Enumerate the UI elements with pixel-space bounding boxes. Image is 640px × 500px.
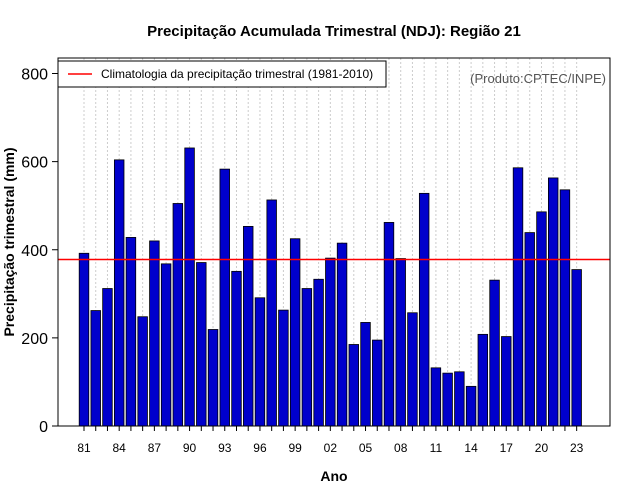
bar-08 [395, 258, 406, 427]
x-tick-label-14: 14 [464, 441, 478, 455]
bar-13 [454, 371, 465, 427]
x-tick-label-81: 81 [77, 441, 91, 455]
bar-88 [160, 263, 172, 427]
x-tick-label-99: 99 [288, 441, 302, 455]
y-tick-label-600: 600 [21, 155, 48, 172]
legend-label-climatology: Climatologia da precipitação trimestral … [101, 67, 373, 81]
x-axis: 81 84 87 90 93 96 99 02 05 08 11 14 17 20 23 [77, 426, 584, 455]
bar-92 [207, 329, 219, 427]
bar-11 [430, 367, 442, 427]
x-tick-label-05: 05 [359, 441, 373, 455]
x-tick-label-84: 84 [113, 441, 127, 455]
source-credit: (Produto:CPTEC/INPE) [470, 71, 606, 86]
bar-93 [219, 168, 230, 427]
legend-box [57, 60, 387, 88]
chart-title: Precipitação Acumulada Trimestral (NDJ):… [147, 23, 521, 40]
bar-22 [559, 189, 571, 427]
legend: Climatologia da precipitação trimestral … [57, 60, 387, 88]
x-tick-label-93: 93 [218, 441, 232, 455]
bar-90 [184, 147, 195, 427]
bar-06 [372, 339, 383, 427]
bar-23 [571, 269, 582, 427]
y-axis-title: Precipitação trimestral (mm) [1, 147, 17, 336]
y-tick-label-200: 200 [21, 331, 48, 348]
bar-83 [102, 288, 113, 427]
bar-91 [196, 262, 207, 427]
bar-00 [301, 288, 313, 427]
bar-89 [172, 203, 184, 427]
bar-98 [278, 309, 289, 427]
bar-20 [536, 211, 547, 427]
bar-15 [477, 333, 489, 427]
y-tick-label-0: 0 [39, 419, 48, 436]
bar-04 [348, 344, 359, 427]
x-tick-label-11: 11 [430, 441, 443, 455]
plot-frame [57, 57, 611, 427]
bar-97 [266, 199, 277, 427]
bar-82 [90, 310, 101, 427]
y-axis: 0 200 400 600 800 [21, 67, 58, 436]
bar-96 [254, 297, 266, 427]
y-tick-label-800: 800 [21, 67, 48, 84]
y-tick-label-400: 400 [21, 243, 48, 260]
x-tick-label-23: 23 [570, 441, 584, 455]
x-tick-label-87: 87 [148, 441, 162, 455]
bar-12 [442, 372, 453, 427]
bars [78, 147, 582, 427]
bar-81 [78, 252, 90, 427]
bar-14 [465, 385, 477, 427]
bar-86 [137, 316, 148, 427]
bar-01 [313, 278, 324, 427]
x-tick-label-90: 90 [183, 441, 197, 455]
x-tick-label-02: 02 [324, 441, 338, 455]
bar-94 [231, 270, 242, 427]
bar-03 [336, 242, 348, 427]
bar-84 [113, 159, 125, 427]
bar-17 [501, 336, 512, 427]
bar-16 [489, 279, 500, 427]
bar-07 [383, 222, 395, 427]
bar-19 [524, 232, 535, 427]
x-tick-label-17: 17 [500, 441, 514, 455]
bar-18 [512, 167, 524, 427]
bar-99 [289, 238, 301, 427]
bar-05 [360, 322, 371, 427]
x-tick-label-96: 96 [253, 441, 267, 455]
bar-10 [418, 192, 430, 427]
bar-09 [407, 312, 418, 427]
bar-21 [548, 177, 559, 427]
x-axis-title: Ano [320, 468, 347, 484]
x-tick-label-08: 08 [394, 441, 408, 455]
bar-87 [149, 240, 160, 427]
x-tick-label-20: 20 [535, 441, 549, 455]
bar-95 [243, 225, 254, 427]
bar-02 [325, 257, 336, 427]
bar-85 [125, 237, 137, 427]
